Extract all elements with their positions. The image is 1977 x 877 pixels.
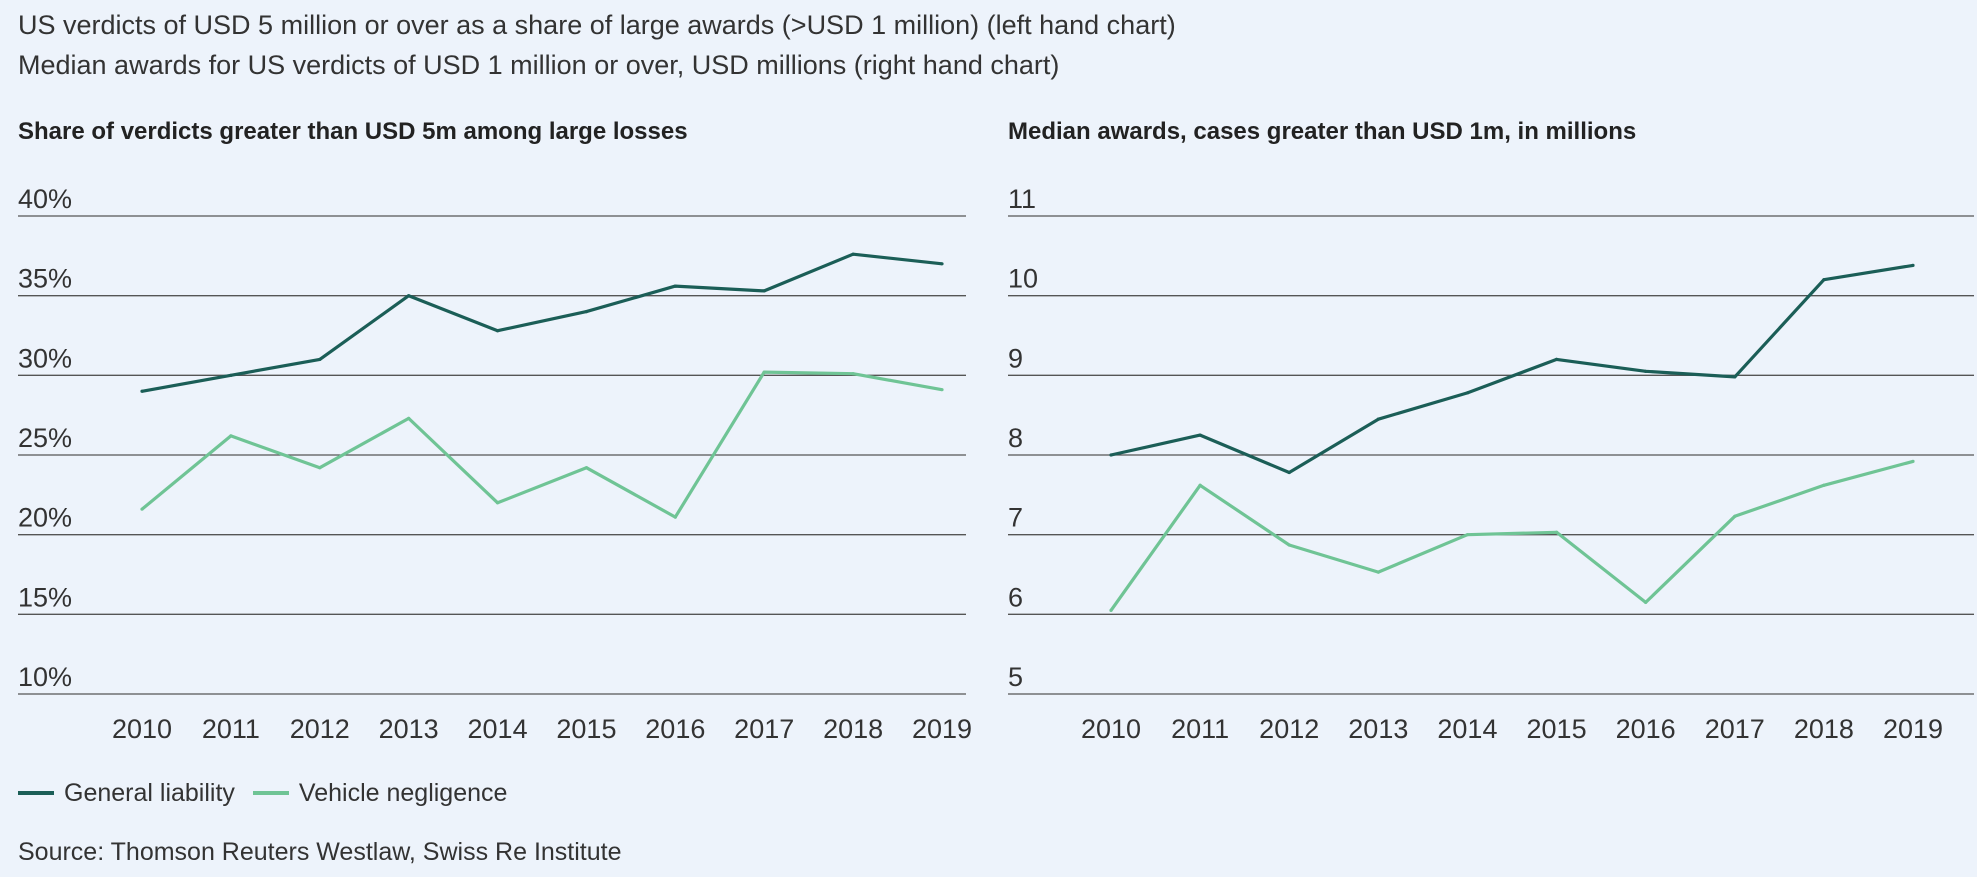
- right-point-vehicle-negligence-2015: [1554, 530, 1559, 534]
- left-point-general-liability-2017: [762, 289, 766, 293]
- left-x-tick-label-2016: 2016: [645, 714, 705, 744]
- legend-label-vehicle-negligence: Vehicle negligence: [298, 778, 508, 807]
- right-x-tick-label-2016: 2016: [1616, 714, 1676, 744]
- right-x-tick-label-2017: 2017: [1705, 714, 1765, 744]
- right-point-vehicle-negligence-2011: [1198, 483, 1202, 487]
- left-point-vehicle-negligence-2012: [318, 466, 322, 470]
- right-y-tick-label-10: 10: [1008, 264, 1038, 294]
- left-y-tick-label-35: 35%: [18, 264, 72, 294]
- left-point-general-liability-2018: [851, 252, 855, 256]
- right-x-tick-label-2012: 2012: [1259, 714, 1319, 744]
- right-point-vehicle-negligence-2017: [1733, 514, 1737, 518]
- right-line-chart: 5 6 7 8 9 10 11 2010 2011 2012 2013 2014 2015 2016 201…: [1008, 184, 1974, 744]
- right-x-tick-label-2010: 2010: [1081, 714, 1141, 744]
- left-y-tick-label-40: 40%: [18, 184, 72, 214]
- right-point-general-liability-2019: [1911, 263, 1915, 267]
- left-line-chart: 10% 15% 20% 25% 30% 35% 40% 2010 2011 2012 2013 201…: [18, 184, 972, 744]
- left-point-vehicle-negligence-2018: [851, 372, 855, 376]
- right-point-general-liability-2017: [1733, 375, 1737, 379]
- right-point-general-liability-2010: [1109, 453, 1113, 457]
- right-point-vehicle-negligence-2012: [1287, 543, 1291, 547]
- left-point-general-liability-2019: [940, 262, 944, 266]
- left-point-vehicle-negligence-2014: [495, 501, 500, 505]
- left-point-general-liability-2012: [318, 357, 322, 361]
- left-y-tick-label-30: 30%: [18, 343, 72, 373]
- right-point-vehicle-negligence-2019: [1911, 459, 1915, 463]
- header-line-2: Median awards for US verdicts of USD 1 m…: [18, 50, 1060, 80]
- left-x-tick-label-2017: 2017: [734, 714, 794, 744]
- right-y-tick-label-11: 11: [1008, 184, 1036, 214]
- left-point-vehicle-negligence-2013: [407, 416, 411, 420]
- legend-swatch-general-liability: [18, 791, 54, 795]
- right-y-tick-label-6: 6: [1008, 582, 1023, 612]
- right-point-general-liability-2016: [1644, 369, 1648, 373]
- right-x-tick-label-2015: 2015: [1527, 714, 1587, 744]
- right-x-tick-label-2011: 2011: [1171, 714, 1229, 744]
- left-x-tick-label-2018: 2018: [823, 714, 883, 744]
- right-y-tick-label-5: 5: [1008, 662, 1023, 692]
- left-x-tick-label-2019: 2019: [912, 714, 972, 744]
- left-y-tick-label-25: 25%: [18, 423, 72, 453]
- left-y-tick-label-15: 15%: [18, 582, 72, 612]
- right-point-vehicle-negligence-2016: [1644, 600, 1648, 604]
- left-point-general-liability-2015: [584, 310, 589, 314]
- right-chart-title: Median awards, cases greater than USD 1m…: [1008, 118, 1637, 145]
- left-point-general-liability-2010: [140, 389, 144, 393]
- right-x-tick-label-2013: 2013: [1348, 714, 1408, 744]
- right-y-tick-label-7: 7: [1008, 503, 1023, 533]
- left-point-vehicle-negligence-2011: [229, 434, 233, 438]
- right-point-general-liability-2018: [1822, 278, 1826, 282]
- right-point-general-liability-2011: [1198, 433, 1202, 437]
- left-x-tick-label-2012: 2012: [290, 714, 350, 744]
- right-x-tick-label-2014: 2014: [1437, 714, 1497, 744]
- right-point-general-liability-2014: [1465, 391, 1470, 395]
- left-x-tick-label-2011: 2011: [202, 714, 260, 744]
- right-y-tick-label-9: 9: [1008, 343, 1023, 373]
- legend-item-general-liability: General liability: [18, 779, 235, 808]
- right-x-tick-label-2018: 2018: [1794, 714, 1854, 744]
- right-series-line-vehicle-negligence: [1109, 459, 1914, 612]
- right-y-tick-label-8: 8: [1008, 423, 1023, 453]
- left-x-tick-label-2010: 2010: [112, 714, 172, 744]
- right-point-vehicle-negligence-2018: [1822, 483, 1826, 487]
- right-series-line-general-liability: [1110, 263, 1914, 475]
- right-x-tick-label-2019: 2019: [1883, 714, 1943, 744]
- left-point-general-liability-2014: [495, 329, 500, 333]
- left-y-tick-label-10: 10%: [18, 662, 72, 692]
- legend-item-vehicle-negligence: Vehicle negligence: [252, 778, 508, 808]
- left-x-tick-label-2013: 2013: [379, 714, 439, 744]
- legend-label-general-liability: General liability: [64, 778, 235, 807]
- left-point-vehicle-negligence-2019: [940, 388, 944, 392]
- right-point-general-liability-2015: [1554, 357, 1559, 361]
- right-point-general-liability-2013: [1376, 417, 1380, 421]
- left-x-tick-label-2014: 2014: [468, 714, 528, 744]
- source-note: Source: Thomson Reuters Westlaw, Swiss R…: [18, 838, 622, 866]
- left-point-vehicle-negligence-2015: [584, 466, 589, 470]
- left-point-general-liability-2016: [673, 284, 677, 288]
- left-point-vehicle-negligence-2010: [140, 507, 144, 511]
- right-point-general-liability-2012: [1287, 470, 1291, 475]
- left-point-general-liability-2013: [407, 294, 411, 298]
- right-point-vehicle-negligence-2013: [1376, 570, 1380, 574]
- left-series-line-general-liability: [141, 252, 943, 393]
- left-series-line-vehicle-negligence: [140, 370, 943, 519]
- left-point-vehicle-negligence-2016: [673, 515, 677, 519]
- header-line-1: US verdicts of USD 5 million or over as …: [18, 10, 1176, 40]
- left-y-tick-label-20: 20%: [18, 503, 72, 533]
- left-point-general-liability-2011: [229, 373, 233, 377]
- right-point-vehicle-negligence-2010: [1109, 608, 1113, 612]
- left-x-tick-label-2015: 2015: [556, 714, 616, 744]
- legend-swatch-vehicle-negligence: [252, 791, 289, 795]
- right-point-vehicle-negligence-2014: [1465, 533, 1470, 537]
- legend: General liability Vehicle negligence: [18, 778, 525, 808]
- left-point-vehicle-negligence-2017: [762, 370, 766, 374]
- left-chart-title: Share of verdicts greater than USD 5m am…: [18, 118, 688, 145]
